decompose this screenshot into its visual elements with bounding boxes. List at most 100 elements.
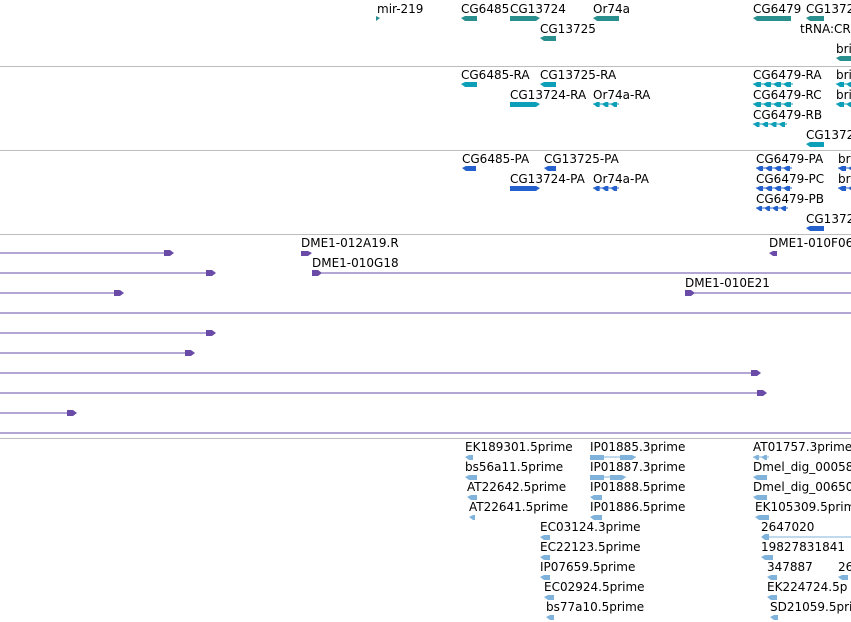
feature-glyph bbox=[467, 495, 477, 500]
feature-label: EC03124.3prime bbox=[540, 520, 641, 534]
feature-glyph bbox=[753, 82, 793, 87]
feature-glyph bbox=[836, 56, 851, 61]
track-divider bbox=[0, 438, 851, 439]
feature-label: CG13725-PA bbox=[544, 152, 619, 166]
feature-label: AT22642.5prime bbox=[467, 480, 567, 494]
track-divider bbox=[0, 66, 851, 67]
feature-glyph bbox=[593, 102, 619, 107]
feature-glyph bbox=[753, 455, 769, 460]
feature-glyph bbox=[0, 270, 216, 276]
feature-label: CG6479 bbox=[753, 2, 802, 16]
feature-glyph bbox=[590, 495, 602, 500]
feature-glyph bbox=[761, 534, 851, 540]
feature-glyph bbox=[836, 102, 851, 107]
feature-glyph bbox=[838, 575, 848, 580]
feature-label: Or74a-PA bbox=[593, 172, 650, 186]
feature-glyph bbox=[590, 515, 602, 520]
feature-glyph bbox=[756, 206, 788, 211]
est-track: EK189301.5prime IP01885.3prime AT01757.3… bbox=[0, 439, 851, 622]
feature-glyph bbox=[0, 370, 761, 376]
feature-label: IP07659.5prime bbox=[540, 560, 636, 574]
feature-label: EC22123.5prime bbox=[540, 540, 641, 554]
feature-glyph bbox=[544, 166, 556, 171]
feature-glyph bbox=[540, 535, 550, 540]
feature-label: EC02924.5prime bbox=[544, 580, 645, 594]
feature-label: 19827831841 bbox=[761, 540, 845, 554]
feature-label: CG6485 bbox=[461, 2, 510, 16]
feature-glyph bbox=[540, 82, 556, 87]
feature-label: bri bbox=[836, 68, 851, 82]
feature-label: Dmel_dig_00650 bbox=[753, 480, 851, 494]
feature-glyph bbox=[838, 166, 851, 171]
feature-glyph bbox=[756, 186, 792, 191]
feature-label: CG13725 bbox=[540, 22, 596, 36]
feature-glyph bbox=[806, 16, 824, 21]
feature-label: AT01757.3prime bbox=[753, 440, 851, 454]
gene-track: mir-219 CG6485 CG13724 CG13725 Or74a CG6… bbox=[0, 0, 851, 66]
feature-glyph bbox=[0, 432, 851, 434]
feature-glyph bbox=[767, 575, 777, 580]
feature-glyph bbox=[753, 475, 767, 480]
feature-glyph bbox=[0, 312, 851, 314]
feature-label: CG13724-PA bbox=[510, 172, 585, 186]
feature-glyph bbox=[767, 595, 777, 600]
feature-label: CG6479-RA bbox=[753, 68, 822, 82]
feature-glyph bbox=[469, 515, 475, 520]
feature-label: CG1372 bbox=[806, 128, 851, 142]
feature-label: CG6479-RC bbox=[753, 88, 822, 102]
feature-glyph bbox=[753, 102, 793, 107]
feature-label: 347887 bbox=[767, 560, 813, 574]
feature-label: bri bbox=[838, 152, 851, 166]
feature-label: IP01888.5prime bbox=[590, 480, 686, 494]
feature-glyph bbox=[770, 615, 778, 620]
feature-label: Or74a bbox=[593, 2, 631, 16]
feature-glyph bbox=[590, 475, 626, 480]
feature-glyph bbox=[590, 455, 636, 460]
feature-label: CG6479-PC bbox=[756, 172, 825, 186]
feature-glyph bbox=[593, 186, 619, 191]
feature-label: tRNA: bbox=[800, 22, 835, 36]
feature-glyph bbox=[461, 16, 477, 21]
feature-glyph bbox=[593, 16, 619, 21]
feature-glyph bbox=[540, 575, 550, 580]
feature-label: CG13723 bbox=[806, 2, 851, 16]
feature-glyph bbox=[376, 16, 380, 21]
feature-label: CG13724-RA bbox=[510, 88, 587, 102]
feature-glyph bbox=[761, 555, 773, 560]
feature-glyph bbox=[301, 251, 312, 256]
feature-label: IP01886.5prime bbox=[590, 500, 686, 514]
feature-glyph bbox=[544, 595, 554, 600]
feature-label: AT22641.5prime bbox=[469, 500, 569, 514]
feature-glyph bbox=[753, 122, 787, 127]
mrna-track: CG6485-RA CG13725-RA CG13724-RA Or74a-RA… bbox=[0, 67, 851, 150]
feature-label: EK189301.5prime bbox=[465, 440, 573, 454]
feature-glyph bbox=[836, 82, 851, 87]
feature-glyph bbox=[510, 186, 540, 191]
feature-label: EK224724.5p bbox=[767, 580, 848, 594]
feature-glyph bbox=[753, 16, 791, 21]
feature-label: CG13725-RA bbox=[540, 68, 617, 82]
feature-glyph bbox=[465, 475, 477, 480]
feature-label: CR3 bbox=[834, 22, 851, 36]
feature-glyph bbox=[461, 82, 477, 87]
feature-glyph bbox=[838, 186, 851, 191]
feature-label: SD21059.5prim bbox=[770, 600, 851, 614]
feature-label: bri bbox=[836, 42, 851, 56]
feature-label: Dmel_dig_00058 bbox=[753, 460, 851, 474]
feature-label: DME1-010F06 bbox=[769, 236, 851, 250]
feature-label: CG6479-PB bbox=[756, 192, 825, 206]
feature-label: CG6485-PA bbox=[462, 152, 530, 166]
feature-label: IP01887.3prime bbox=[590, 460, 686, 474]
feature-glyph bbox=[465, 455, 473, 460]
feature-glyph bbox=[0, 410, 77, 416]
feature-glyph bbox=[462, 166, 476, 171]
feature-glyph bbox=[312, 270, 851, 276]
feature-glyph bbox=[510, 102, 540, 107]
feature-label: EK105309.5prim bbox=[755, 500, 851, 514]
protein-track: CG6485-PA CG13725-PA CG13724-PA Or74a-PA… bbox=[0, 151, 851, 234]
feature-label: DME1-012A19.R bbox=[301, 236, 399, 250]
feature-label: CG1372 bbox=[806, 212, 851, 226]
feature-label: bri bbox=[838, 172, 851, 186]
feature-glyph bbox=[753, 495, 767, 500]
